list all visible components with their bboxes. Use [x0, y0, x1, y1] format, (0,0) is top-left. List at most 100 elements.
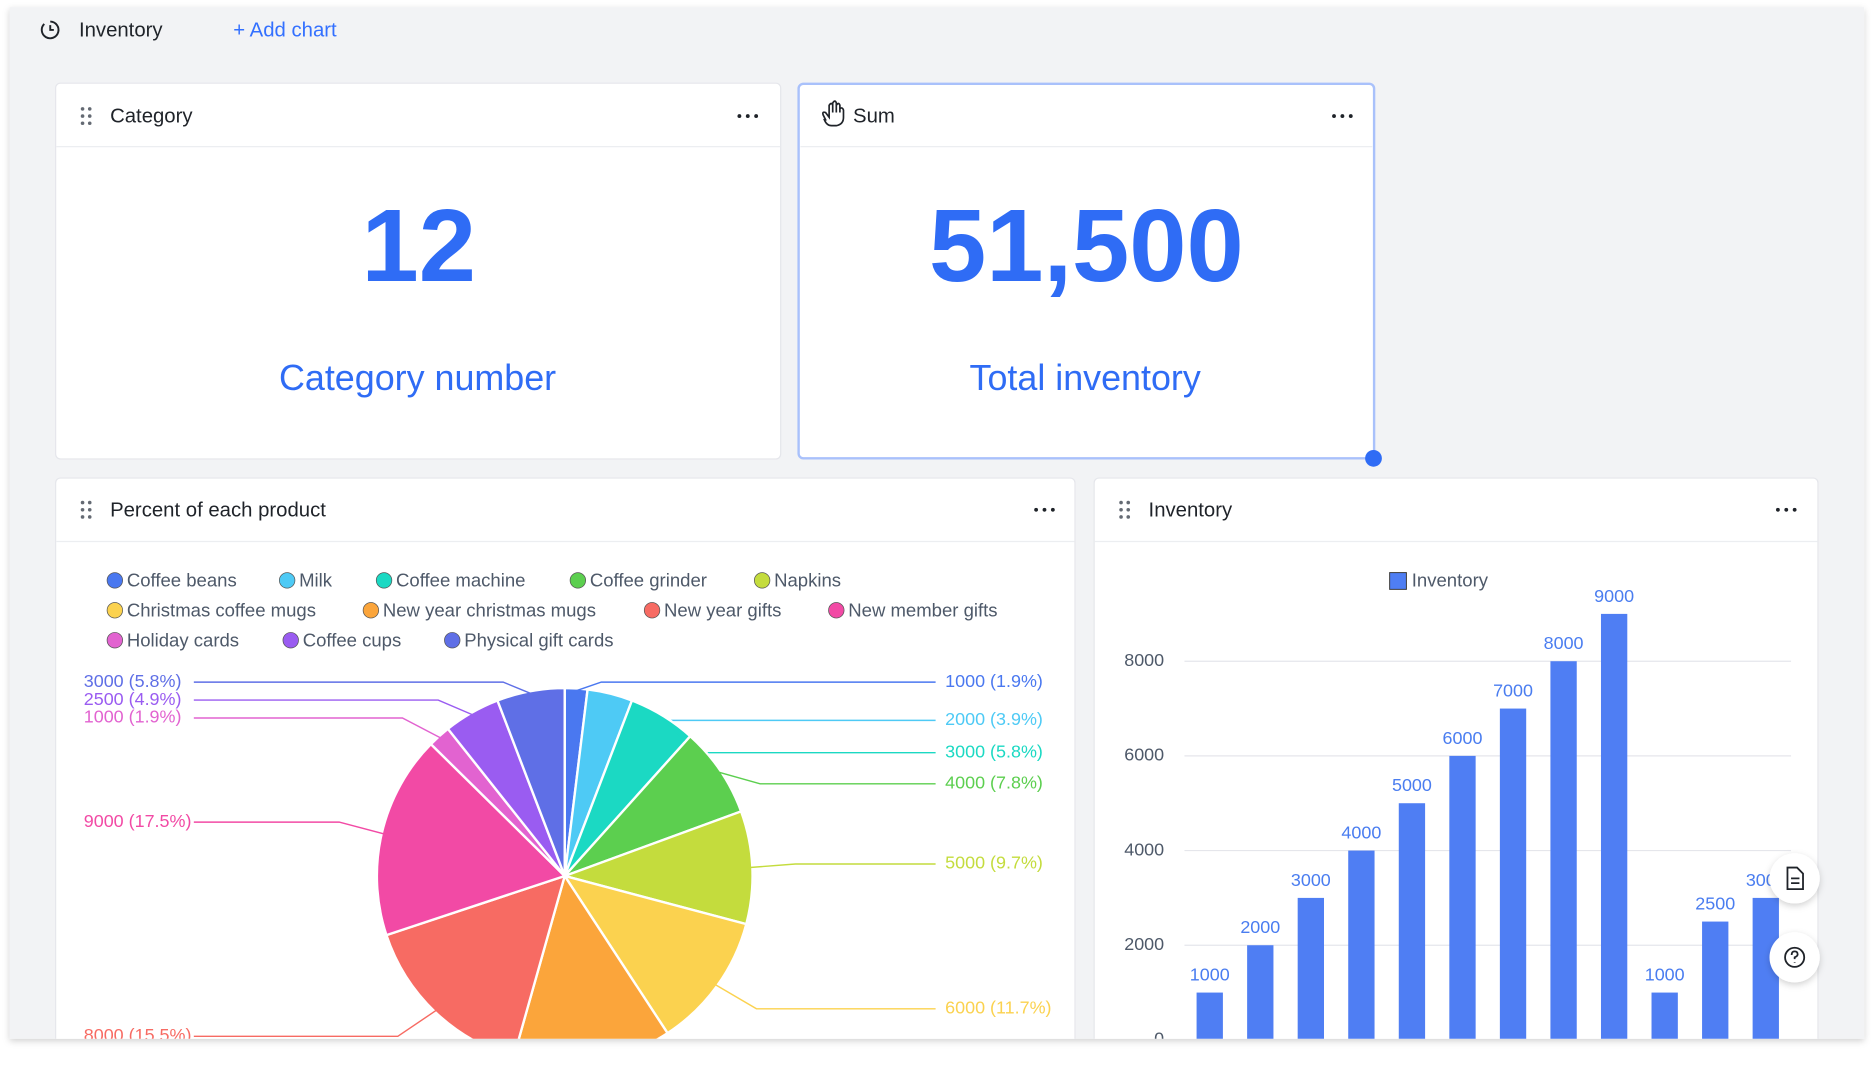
data-label: 9000	[1594, 586, 1634, 606]
pie-slice	[495, 686, 566, 877]
legend-swatch	[444, 632, 461, 649]
data-label: 4000 (7.8%)	[945, 773, 1043, 793]
data-label: 7000	[1493, 681, 1533, 701]
y-tick-label: 8000	[1124, 650, 1164, 670]
card-title: Percent of each product	[110, 499, 326, 521]
metric-label: Category number	[279, 358, 556, 398]
drag-handle[interactable]	[80, 500, 92, 519]
data-label: 4000	[1341, 823, 1381, 843]
drag-handle[interactable]	[1119, 500, 1131, 519]
pie-slice	[517, 873, 670, 1039]
legend-swatch	[643, 602, 661, 619]
legend-swatch	[362, 602, 380, 619]
y-tick-label: 2000	[1124, 934, 1164, 954]
data-label: 2500 (4.9%)	[84, 689, 182, 709]
legend-swatch	[375, 572, 393, 589]
more-menu[interactable]	[737, 114, 759, 118]
pie-chart: Coffee beans Milk Coffee machine Coffee gri…	[84, 569, 1052, 1045]
label-line	[714, 983, 936, 1010]
card-title: Inventory	[1149, 499, 1233, 521]
card	[55, 82, 782, 460]
label-line	[193, 717, 442, 739]
legend-swatch	[753, 572, 771, 589]
legend-label: New member gifts	[848, 599, 997, 620]
y-tick-label: 0	[1154, 1029, 1164, 1049]
metric-value: 51,500	[929, 188, 1244, 303]
data-label: 8000	[1544, 633, 1584, 653]
add-chart-button[interactable]: + Add chart	[233, 19, 337, 41]
data-label: 3000 (5.8%)	[84, 671, 182, 691]
legend-label: Coffee beans	[127, 569, 237, 590]
legend-label: New year christmas mugs	[383, 599, 596, 620]
bar	[1499, 708, 1527, 1039]
card-title: Sum	[853, 106, 895, 128]
label-line	[193, 681, 532, 695]
data-label: 1000 (1.9%)	[84, 707, 182, 727]
resize-handle[interactable]	[1365, 449, 1382, 467]
label-line	[193, 821, 385, 835]
data-label: 8000 (15.5%)	[84, 1025, 192, 1045]
label-line	[575, 681, 936, 692]
bar	[1550, 661, 1577, 1039]
label-line	[749, 863, 936, 869]
more-menu[interactable]	[1034, 507, 1055, 512]
data-label: 1000	[1645, 965, 1685, 985]
drag-handle[interactable]	[80, 107, 92, 126]
data-label: 6000 (11.7%)	[945, 998, 1051, 1018]
more-menu[interactable]	[1775, 507, 1797, 512]
bar-chart: 0 2000 4000 6000 8000 Inventory 1000 2000 3000 40…	[1124, 569, 1792, 1049]
bar	[1398, 803, 1426, 1039]
legend-label: Holiday cards	[127, 629, 239, 650]
legend-swatch	[282, 632, 299, 649]
bar	[1702, 921, 1729, 1039]
notes-icon	[1786, 866, 1804, 891]
data-label: 3000	[1291, 870, 1331, 890]
data-label: 1000 (1.9%)	[945, 671, 1043, 691]
data-label: 5000	[1392, 775, 1432, 795]
card-title: Category	[110, 106, 193, 128]
legend-swatch	[106, 572, 123, 589]
dashboard-title: Inventory	[79, 19, 163, 41]
legend-label: Physical gift cards	[464, 629, 613, 650]
y-tick-label: 6000	[1124, 745, 1164, 765]
legend-label: Christmas coffee mugs	[127, 599, 316, 620]
data-label: 3000 (5.8%)	[945, 741, 1043, 761]
legend-swatch	[1389, 572, 1407, 590]
legend-swatch	[106, 602, 123, 619]
legend-swatch	[828, 602, 845, 619]
help-glyph	[1790, 950, 1799, 963]
legend-label: Milk	[299, 569, 333, 590]
legend-label: Coffee machine	[396, 569, 525, 590]
bar	[1297, 897, 1324, 1039]
data-label: 2000 (3.9%)	[945, 709, 1043, 729]
legend-swatch	[106, 632, 123, 649]
y-tick-label: 4000	[1124, 839, 1164, 859]
clock-icon	[40, 20, 60, 40]
legend-swatch	[569, 572, 587, 589]
hand-icon[interactable]	[822, 100, 845, 127]
data-label: 1000	[1190, 965, 1230, 985]
card-selected	[797, 82, 1376, 460]
legend-label: Coffee grinder	[590, 569, 707, 590]
legend-swatch	[279, 572, 296, 589]
legend-label: Inventory	[1412, 569, 1489, 590]
legend-label: Napkins	[774, 569, 841, 590]
metric-value: 12	[362, 188, 476, 303]
legend-label: Coffee cups	[303, 629, 402, 650]
bar	[1651, 992, 1678, 1039]
data-label: 2500	[1695, 894, 1735, 914]
bar	[1247, 945, 1274, 1039]
legend-label: New year gifts	[664, 599, 781, 620]
data-label: 5000 (9.7%)	[945, 853, 1043, 873]
metric-label: Total inventory	[970, 358, 1201, 398]
bar	[1600, 613, 1628, 1039]
data-label: 2000	[1240, 917, 1280, 937]
data-label: 9000 (17.5%)	[84, 811, 192, 831]
more-menu[interactable]	[1332, 114, 1353, 118]
bar	[1348, 850, 1375, 1039]
bar	[1449, 755, 1476, 1039]
label-line	[718, 771, 936, 785]
pie-slice	[563, 734, 743, 878]
